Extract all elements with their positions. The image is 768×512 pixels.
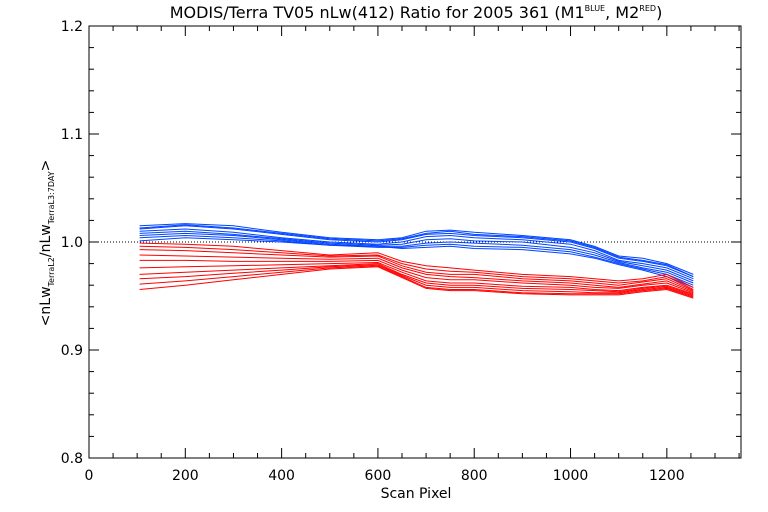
series-line-m2-9 — [139, 242, 694, 288]
series-line-m2-14 — [139, 261, 694, 295]
series-line-m1-7 — [139, 237, 694, 288]
series-line-m1-2 — [139, 223, 694, 275]
axes-layer: 0 200 400 600 800 1000 1200 0.8 0.9 1.0 1.1 1.2 — [61, 19, 742, 484]
series-line-m2-15 — [139, 263, 694, 296]
series-line-m1-5 — [139, 232, 694, 284]
y-label-open: <nLw — [38, 286, 54, 326]
series-line-m1-4 — [139, 230, 694, 282]
y-label-sub2: TerraL3:7DAY — [47, 171, 56, 225]
x-axis-label: Scan Pixel — [381, 486, 452, 502]
y-tick-label: 1.2 — [61, 19, 83, 35]
series-layer — [139, 223, 694, 299]
series-line-m2-11 — [139, 249, 694, 292]
title-sup-red: RED — [639, 4, 656, 13]
title-mid: , M2 — [605, 3, 639, 22]
y-axis-label: <nLwTerraL2/nLwTerraL3:7DAY> — [38, 160, 56, 327]
x-tick-label: 1200 — [649, 468, 685, 484]
series-line-m2-12 — [139, 254, 694, 293]
x-tick-label: 200 — [172, 468, 199, 484]
series-line-m2-17 — [139, 265, 694, 298]
title-sup-blue: BLUE — [585, 4, 605, 13]
y-tick-label: 1.1 — [61, 127, 83, 143]
series-line-m2-13 — [139, 259, 694, 294]
series-line-m1-3 — [139, 228, 694, 280]
title-main: MODIS/Terra TV05 nLw(412) Ratio for 2005… — [170, 3, 585, 22]
x-tick-label: 400 — [268, 468, 295, 484]
chart-title: MODIS/Terra TV05 nLw(412) Ratio for 2005… — [170, 3, 663, 22]
x-tick-label: 800 — [461, 468, 488, 484]
title-end: ) — [656, 3, 662, 22]
x-tick-label: 600 — [365, 468, 392, 484]
x-tick-label: 0 — [85, 468, 94, 484]
series-line-m1-1 — [139, 225, 694, 278]
x-tick-label: 1000 — [553, 468, 589, 484]
y-tick-label: 0.9 — [61, 343, 83, 359]
series-line-m2-10 — [139, 245, 694, 290]
y-tick-label: 1.0 — [61, 235, 83, 251]
series-line-m2-16 — [139, 264, 694, 297]
series-line-m1-6 — [139, 234, 694, 286]
y-label-slash: /nLw — [38, 224, 54, 257]
y-label-close: > — [38, 160, 54, 172]
y-tick-label: 0.8 — [61, 451, 83, 467]
series-line-m2-18 — [139, 266, 694, 299]
y-label-sub1: TerraL2 — [47, 257, 56, 287]
series-line-m1-8 — [139, 224, 694, 278]
